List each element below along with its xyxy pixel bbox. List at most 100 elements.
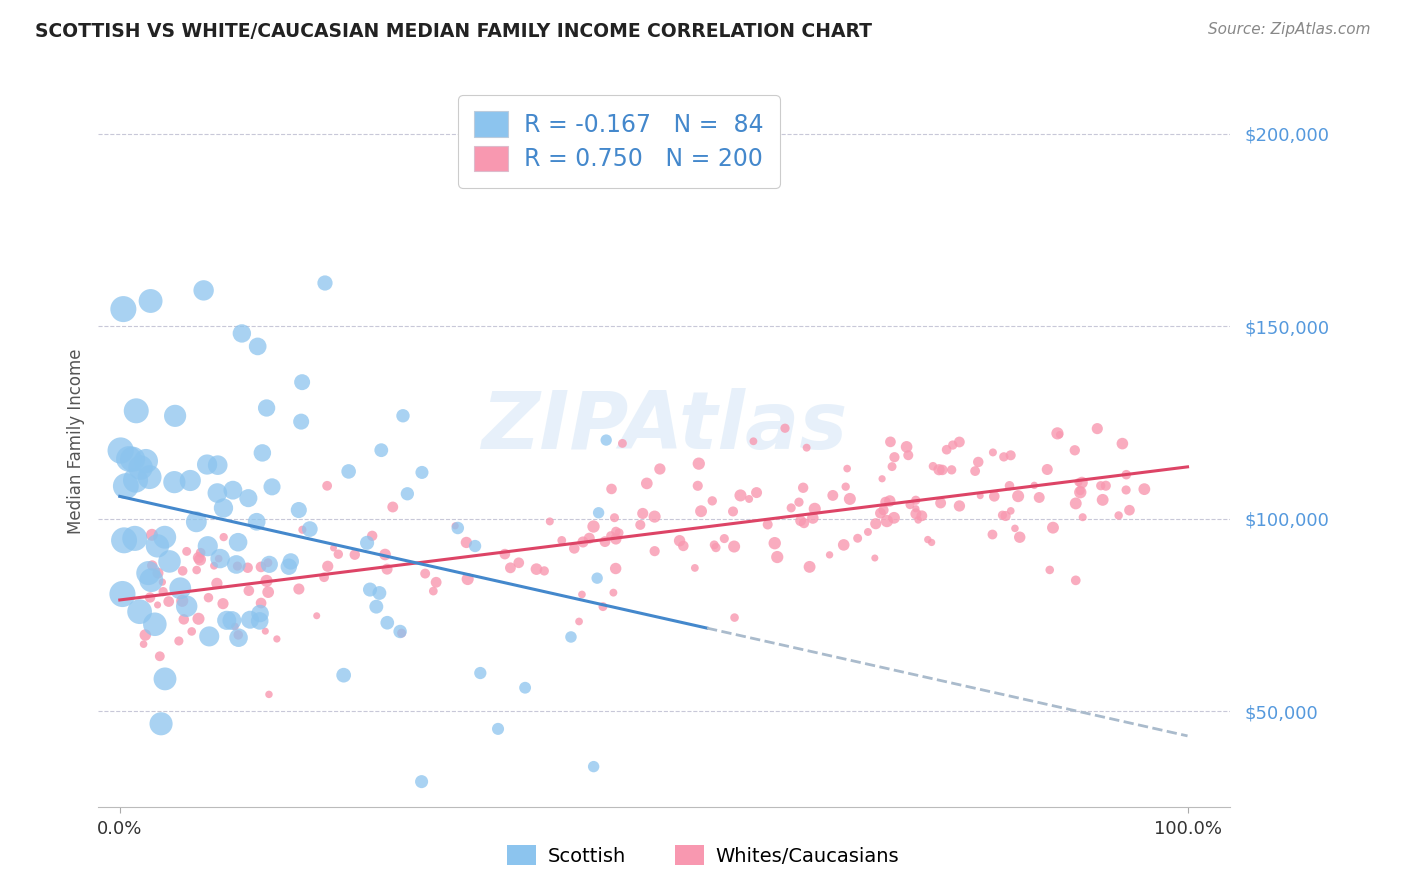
Point [361,529,384,543]
Point [1115,467,1137,482]
Point [1085,422,1108,436]
Point [702,494,724,508]
Point [225,558,247,572]
Point [186,563,208,577]
Point [942,438,965,452]
Point [152,584,174,599]
Point [1071,475,1094,490]
Point [499,561,522,575]
Point [392,409,415,423]
Point [187,550,209,565]
Point [257,687,280,701]
Point [425,575,447,590]
Point [298,522,321,536]
Point [1067,475,1090,490]
Point [628,517,651,532]
Point [796,441,818,455]
Point [146,598,169,612]
Point [605,532,627,546]
Point [787,495,810,509]
Point [793,516,815,530]
Point [592,599,614,614]
Point [173,612,195,626]
Point [801,511,824,525]
Point [141,528,163,542]
Point [205,576,228,591]
Point [141,558,163,573]
Point [1133,482,1156,496]
Point [568,615,591,629]
Point [368,586,391,600]
Point [252,446,274,460]
Point [967,455,990,469]
Point [991,508,1014,523]
Point [1036,462,1059,476]
Point [1115,483,1137,497]
Point [172,564,194,578]
Point [257,556,280,570]
Point [917,533,939,547]
Point [756,517,779,532]
Point [508,556,530,570]
Point [981,527,1004,541]
Point [1064,574,1087,588]
Point [1024,478,1046,492]
Point [994,508,1017,523]
Point [195,458,218,472]
Point [226,535,249,549]
Point [176,544,198,558]
Point [993,450,1015,464]
Point [486,722,509,736]
Point [288,503,311,517]
Point [1091,492,1114,507]
Point [246,339,269,353]
Point [588,506,610,520]
Point [413,566,436,581]
Point [803,501,825,516]
Point [1090,479,1112,493]
Point [389,624,412,639]
Point [648,462,671,476]
Point [869,506,891,520]
Point [139,591,162,605]
Point [328,547,350,561]
Point [898,498,921,512]
Point [381,500,404,514]
Point [470,666,492,681]
Point [603,510,626,524]
Point [582,759,605,773]
Point [683,561,706,575]
Point [375,562,398,576]
Point [742,434,765,449]
Point [391,626,413,640]
Point [165,409,187,423]
Point [212,530,235,544]
Point [1000,448,1022,462]
Point [141,573,163,587]
Point [332,668,354,682]
Point [128,605,150,619]
Point [879,494,901,508]
Point [266,632,288,646]
Point [163,475,186,490]
Point [562,541,585,556]
Point [870,472,893,486]
Point [911,508,934,523]
Point [456,535,478,549]
Point [186,515,208,529]
Point [110,443,132,458]
Point [644,544,666,558]
Point [533,564,555,578]
Point [773,421,796,435]
Point [883,450,905,465]
Point [337,465,360,479]
Point [149,649,172,664]
Point [526,562,548,576]
Point [1049,427,1071,442]
Point [226,559,249,574]
Point [1108,508,1130,523]
Point [931,463,953,477]
Point [224,619,246,633]
Point [704,541,727,555]
Point [1064,496,1087,510]
